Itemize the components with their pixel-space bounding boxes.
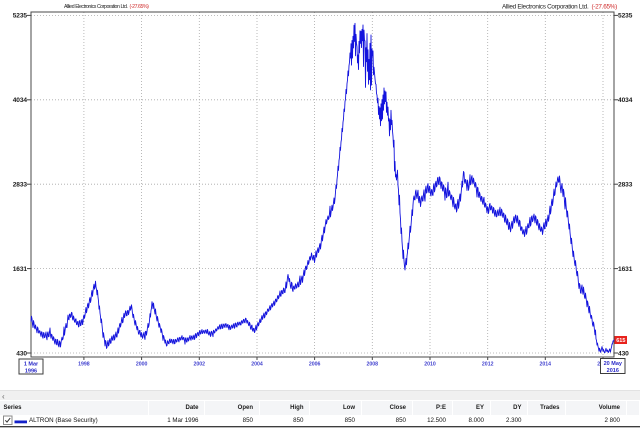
svg-text:4034: 4034	[13, 97, 28, 104]
svg-text:615: 615	[616, 338, 625, 344]
svg-text:1998: 1998	[78, 362, 90, 368]
svg-text:1631: 1631	[618, 266, 633, 273]
svg-text:2000: 2000	[136, 362, 148, 368]
svg-text:5235: 5235	[618, 13, 633, 20]
svg-text:2016: 2016	[607, 368, 619, 374]
svg-text:430: 430	[618, 350, 629, 357]
svg-text:20 May: 20 May	[604, 361, 623, 367]
svg-text:430: 430	[16, 350, 27, 357]
svg-text:1631: 1631	[13, 266, 28, 273]
svg-text:2008: 2008	[367, 362, 379, 368]
svg-text:2004: 2004	[251, 362, 263, 368]
svg-text:5235: 5235	[13, 13, 28, 20]
svg-text:1996: 1996	[25, 369, 37, 375]
svg-text:2006: 2006	[309, 362, 321, 368]
svg-text:2014: 2014	[540, 362, 552, 368]
svg-text:2833: 2833	[618, 182, 633, 189]
svg-text:2833: 2833	[13, 182, 28, 189]
svg-text:4034: 4034	[618, 97, 633, 104]
svg-text:Allied Electronics Corporation: Allied Electronics Corporation Ltd. (-27…	[502, 4, 617, 11]
svg-text:2010: 2010	[424, 362, 436, 368]
svg-text:2002: 2002	[194, 362, 206, 368]
svg-text:1 Mar: 1 Mar	[24, 362, 39, 368]
svg-text:2012: 2012	[482, 362, 494, 368]
svg-text:Allied Electronics Corporation: Allied Electronics Corporation Ltd. (-27…	[64, 4, 149, 10]
